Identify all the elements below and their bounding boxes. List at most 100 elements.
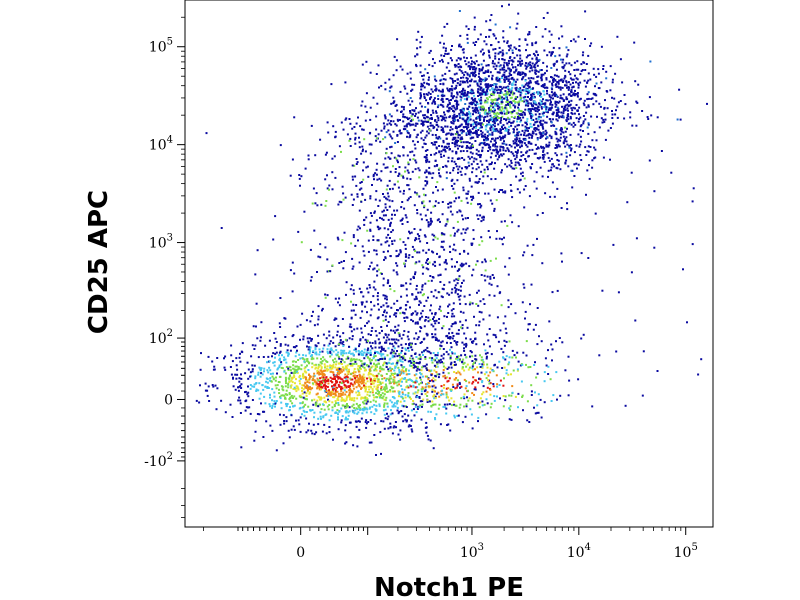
data-point (536, 75, 539, 78)
data-point (537, 53, 539, 56)
data-point (287, 354, 290, 357)
data-point (498, 106, 501, 109)
data-point (460, 93, 463, 95)
data-point (450, 346, 453, 349)
data-point (537, 411, 540, 414)
data-point (559, 97, 562, 100)
data-point (325, 337, 328, 340)
data-point (372, 379, 375, 382)
data-point (463, 158, 466, 161)
data-point (480, 122, 483, 125)
data-point (536, 61, 539, 64)
data-point (295, 345, 298, 347)
data-point (429, 93, 432, 95)
data-point (540, 95, 543, 98)
data-point (521, 59, 523, 62)
data-point (331, 387, 334, 390)
data-point (539, 69, 542, 72)
data-point (339, 335, 342, 338)
data-point (468, 129, 471, 132)
data-point (395, 426, 397, 429)
data-point (477, 416, 480, 419)
data-point (387, 218, 390, 221)
data-point (422, 74, 425, 77)
data-point (415, 377, 418, 380)
data-point (478, 106, 481, 109)
data-point (635, 124, 638, 127)
data-point (517, 108, 520, 111)
data-point (334, 297, 337, 300)
data-point (470, 125, 473, 127)
data-point (319, 138, 322, 141)
data-point (471, 73, 474, 76)
data-point (303, 414, 306, 417)
data-point (495, 128, 498, 130)
data-point (245, 399, 248, 402)
data-point (479, 124, 482, 127)
data-point (410, 360, 413, 363)
data-point (411, 366, 414, 369)
data-point (487, 192, 490, 195)
data-point (504, 358, 507, 361)
data-point (477, 75, 480, 78)
data-point (425, 363, 428, 366)
data-point (496, 383, 499, 386)
data-point (533, 108, 536, 111)
data-point (522, 409, 524, 412)
data-point (474, 62, 476, 65)
data-point (342, 128, 345, 131)
data-point (481, 393, 484, 396)
data-point (309, 375, 312, 378)
data-point (326, 350, 329, 353)
data-point (528, 421, 531, 423)
data-point (479, 119, 481, 122)
data-point (481, 366, 484, 369)
data-point (285, 378, 287, 381)
data-point (453, 110, 456, 113)
data-point (433, 61, 436, 64)
data-point (509, 100, 512, 103)
data-point (408, 424, 411, 427)
data-point (358, 141, 361, 144)
data-point (525, 134, 528, 137)
data-point (446, 22, 449, 25)
data-point (552, 93, 555, 96)
data-point (547, 373, 550, 375)
data-point (443, 374, 446, 377)
data-point (550, 166, 553, 169)
data-point (419, 92, 422, 95)
data-point (337, 413, 339, 416)
data-point (250, 355, 253, 358)
data-point (514, 80, 517, 83)
data-point (309, 355, 312, 358)
data-point (385, 341, 388, 344)
data-point (472, 160, 475, 163)
data-point (378, 367, 381, 370)
data-point (428, 76, 430, 79)
data-point (402, 405, 405, 408)
data-point (534, 66, 537, 69)
data-point (446, 53, 449, 55)
data-point (363, 376, 366, 379)
data-point (409, 110, 411, 112)
data-point (504, 86, 507, 89)
data-point (579, 97, 582, 100)
data-point (450, 397, 453, 400)
data-point (488, 35, 491, 38)
data-point (447, 145, 450, 148)
data-point (269, 405, 272, 408)
data-point (517, 117, 520, 120)
data-point (416, 140, 419, 143)
data-point (361, 353, 364, 356)
data-point (323, 396, 326, 399)
data-point (359, 407, 362, 410)
data-point (345, 397, 348, 400)
data-point (483, 72, 486, 74)
data-point (346, 403, 348, 405)
data-point (369, 351, 372, 354)
data-point (567, 49, 570, 52)
data-point (478, 70, 481, 73)
data-point (552, 81, 555, 83)
data-point (431, 102, 434, 105)
data-point (567, 86, 570, 88)
